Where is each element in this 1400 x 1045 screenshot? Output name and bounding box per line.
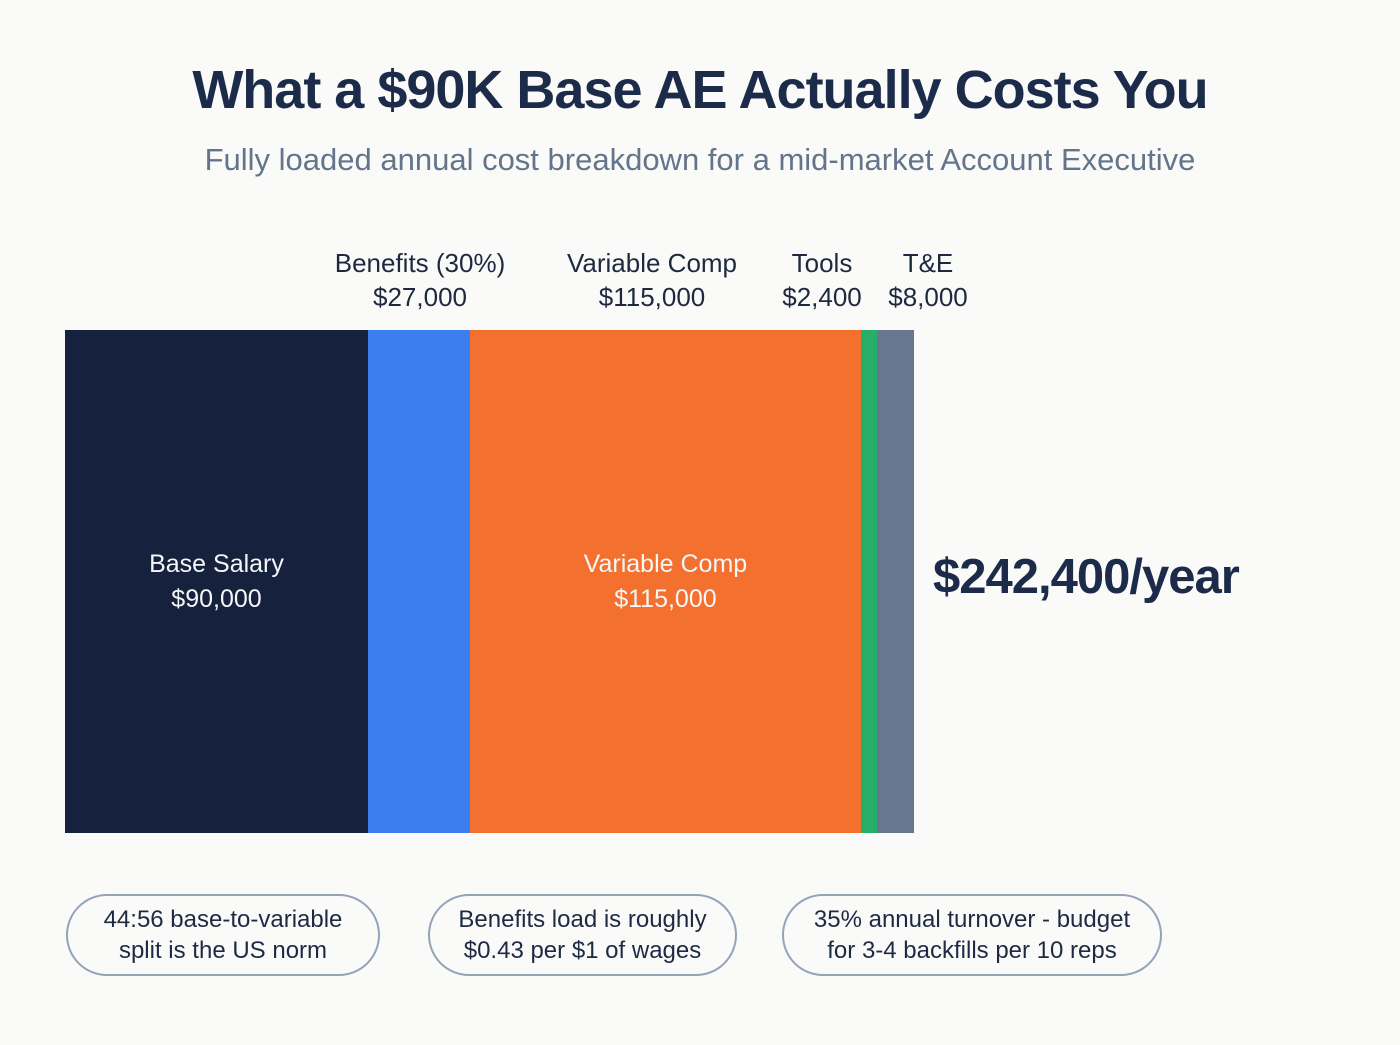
base-salary-in-bar-label: Base Salary $90,000 [149,547,284,617]
column-label-variable-comp-name: Variable Comp [566,248,738,278]
column-label-benefits-name: Benefits (30%) [334,248,506,278]
bar-segment-benefits [368,330,470,833]
bar-segment-base-salary: Base Salary $90,000 [65,330,368,833]
variable-comp-value: $115,000 [614,584,717,613]
variable-comp-in-bar-label: Variable Comp $115,000 [584,547,748,617]
bar-segment-te [876,330,914,833]
insight-2-line-2: $0.43 per $1 of wages [463,937,702,964]
base-salary-name: Base Salary [149,549,284,578]
column-label-variable-comp-value: $115,000 [598,282,706,312]
column-label-benefits-value: $27,000 [373,282,467,312]
column-label-variable-comp: Variable Comp $115,000 [567,246,737,314]
chart-title: What a $90K Base AE Actually Costs You [192,60,1208,120]
column-label-tools: Tools $2,400 [782,246,862,314]
stacked-cost-bar: Base Salary $90,000 Variable Comp $115,0… [65,330,914,833]
total-annual-cost: $242,400/year [933,550,1240,604]
insight-pill-benefits-load: Benefits load is roughly $0.43 per $1 of… [428,894,737,976]
insight-1-line-1: 44:56 base-to-variable [103,906,343,933]
insight-3-line-1: 35% annual turnover - budget [813,906,1131,933]
insight-2-line-1: Benefits load is roughly [458,906,707,933]
insight-pill-turnover: 35% annual turnover - budget for 3-4 bac… [782,894,1162,976]
column-label-te: T&E $8,000 [888,246,968,314]
variable-comp-name: Variable Comp [583,549,748,578]
insight-3-line-2: for 3-4 backfills per 10 reps [827,937,1117,964]
column-label-tools-value: $2,400 [782,282,862,312]
chart-subtitle: Fully loaded annual cost breakdown for a… [204,142,1196,177]
column-label-te-name: T&E [902,248,954,278]
column-label-te-value: $8,000 [888,282,968,312]
bar-segment-tools [860,330,877,833]
column-label-benefits: Benefits (30%) $27,000 [335,246,506,314]
insight-pill-3-text: 35% annual turnover - budget for 3-4 bac… [814,904,1130,966]
column-label-tools-name: Tools [791,248,853,278]
insight-1-line-2: split is the US norm [118,937,328,964]
bar-segment-variable-comp: Variable Comp $115,000 [469,330,861,833]
base-salary-value: $90,000 [171,584,262,613]
insight-pill-2-text: Benefits load is roughly $0.43 per $1 of… [458,904,706,966]
insight-pill-1-text: 44:56 base-to-variable split is the US n… [104,904,343,966]
insight-pill-base-variable-split: 44:56 base-to-variable split is the US n… [66,894,380,976]
